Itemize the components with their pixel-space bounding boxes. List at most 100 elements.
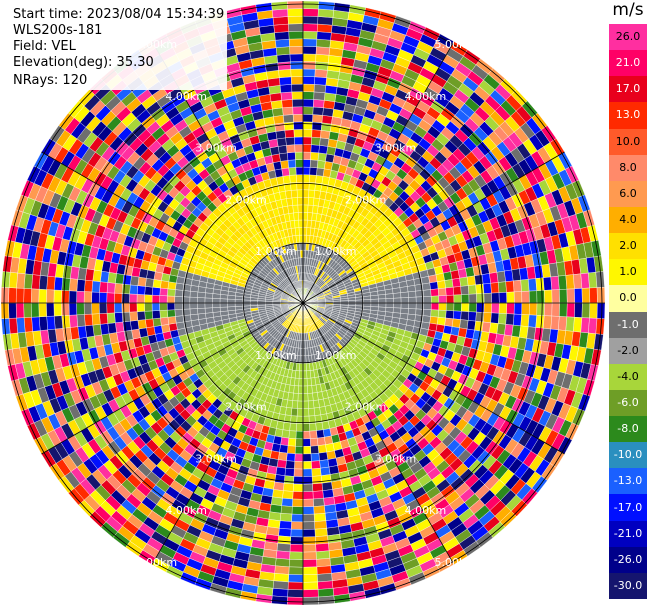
velocity-bin [483, 302, 492, 314]
velocity-bin [302, 453, 312, 462]
velocity-bin [428, 274, 438, 284]
velocity-bin [453, 294, 462, 304]
velocity-bin [385, 302, 394, 308]
velocity-bin [302, 197, 309, 206]
colorbar-tick-label: 13.0 [615, 108, 641, 122]
velocity-bin [31, 316, 41, 332]
velocity-bin [290, 61, 304, 70]
velocity-bin [422, 289, 432, 297]
velocity-bin [596, 302, 606, 319]
velocity-bin [312, 483, 323, 492]
velocity-bin [275, 38, 290, 48]
velocity-bin [281, 167, 290, 177]
velocity-bin [68, 302, 77, 316]
velocity-bin [446, 294, 455, 304]
velocity-bin [273, 573, 289, 583]
velocity-bin [310, 152, 319, 161]
velocity-bin [310, 144, 320, 154]
velocity-bin [175, 315, 184, 324]
range-ring-label: 3.00km [375, 142, 417, 155]
velocity-bin [285, 190, 293, 199]
velocity-bin [8, 302, 17, 319]
velocity-bin [476, 302, 485, 313]
velocity-bin [136, 302, 145, 312]
velocity-bin [316, 31, 332, 41]
range-ring-label: 4.00km [165, 90, 207, 103]
velocity-bin [317, 8, 334, 18]
velocity-bin [459, 276, 469, 287]
velocity-bin [574, 302, 583, 318]
velocity-bin [159, 302, 168, 311]
velocity-bin [521, 290, 530, 304]
velocity-bin [302, 106, 314, 115]
velocity-bin [293, 212, 299, 221]
velocity-bin [437, 287, 447, 297]
velocity-bin [423, 296, 432, 304]
velocity-bin [370, 298, 379, 304]
velocity-bin [313, 505, 326, 515]
velocity-bin [378, 302, 387, 308]
velocity-bin [219, 298, 228, 304]
velocity-bin [38, 288, 47, 304]
velocity-bin [320, 130, 331, 140]
velocity-bin [305, 362, 311, 372]
velocity-bin [107, 322, 117, 334]
velocity-bin [302, 46, 317, 55]
velocity-bin [287, 8, 304, 17]
velocity-bin [422, 309, 432, 317]
velocity-bin [302, 400, 309, 409]
velocity-bin [295, 430, 304, 440]
velocity-bin [293, 129, 304, 138]
velocity-bin [312, 106, 324, 116]
velocity-bin [46, 302, 55, 317]
velocity-bin [91, 313, 101, 326]
range-ring-label: 1.00km [255, 245, 297, 258]
velocity-bin [174, 302, 183, 310]
velocity-bin [528, 278, 537, 292]
velocity-bin [106, 282, 116, 294]
velocity-bin [76, 314, 86, 327]
velocity-bin [296, 189, 304, 198]
velocity-bin [437, 309, 447, 319]
velocity-bin [317, 437, 326, 446]
velocity-bin [313, 99, 325, 108]
velocity-bin [114, 312, 123, 323]
velocity-bin [204, 307, 214, 314]
velocity-bin [272, 161, 282, 171]
velocity-bin [317, 16, 334, 26]
velocity-bin [498, 313, 507, 325]
velocity-bin [167, 288, 176, 297]
velocity-bin [302, 121, 313, 130]
velocity-bin [589, 302, 598, 319]
velocity-bin [106, 312, 116, 324]
velocity-bin [308, 407, 316, 417]
velocity-bin [46, 275, 56, 291]
velocity-bin [61, 315, 71, 329]
range-ring-label: 5.00km [135, 556, 177, 569]
velocity-bin [287, 589, 304, 598]
velocity-bin [83, 302, 93, 315]
velocity-bin [528, 314, 537, 328]
velocity-bin [204, 297, 213, 304]
velocity-bin [38, 302, 47, 318]
velocity-bin [302, 498, 314, 508]
velocity-bin [212, 298, 221, 304]
velocity-bin [292, 106, 304, 115]
velocity-bin [288, 430, 297, 439]
velocity-bin [91, 280, 101, 293]
velocity-bin [276, 543, 291, 552]
velocity-bin [281, 498, 293, 507]
velocity-bin [287, 581, 304, 591]
velocity-bin [297, 197, 304, 206]
start-time: Start time: 2023/08/04 15:34:39 [13, 7, 225, 22]
velocity-bin [292, 483, 304, 492]
velocity-bin [302, 393, 309, 402]
velocity-bin [242, 302, 251, 307]
velocity-bin [318, 145, 329, 155]
velocity-bin [276, 137, 287, 147]
velocity-bin [272, 16, 289, 26]
scan-info-panel: Start time: 2023/08/04 15:34:39 WLS200s-… [10, 6, 228, 90]
velocity-bin [302, 446, 312, 455]
velocity-bin [302, 589, 319, 598]
